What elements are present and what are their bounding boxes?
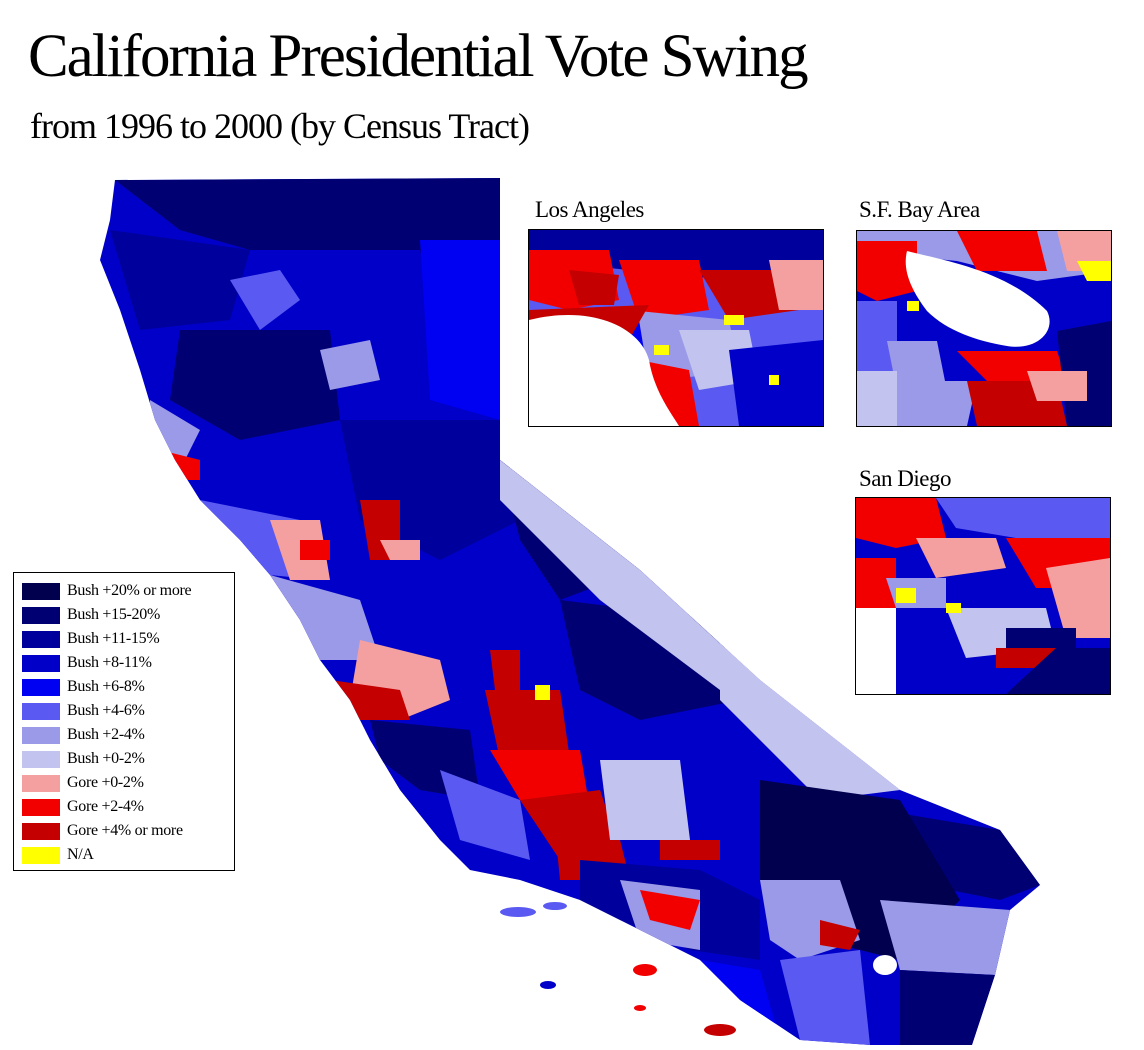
legend-item: Bush +15-20% xyxy=(22,603,234,627)
legend-label: N/A xyxy=(67,846,94,863)
legend-item: Bush +6-8% xyxy=(22,675,234,699)
inset-label-sf-bay-area: S.F. Bay Area xyxy=(859,197,980,222)
legend-swatch xyxy=(22,774,60,792)
map-title: California Presidential Vote Swing xyxy=(28,23,809,90)
legend-swatch xyxy=(22,702,60,720)
legend: Bush +20% or more Bush +15-20% Bush +11-… xyxy=(13,572,235,871)
legend-item: Bush +11-15% xyxy=(22,627,234,651)
legend-swatch xyxy=(22,630,60,648)
inset-label-los-angeles: Los Angeles xyxy=(535,197,644,222)
legend-label: Bush +2-4% xyxy=(67,726,145,743)
legend-item: Bush +4-6% xyxy=(22,699,234,723)
legend-item: Gore +4% or more xyxy=(22,819,234,843)
inset-sf-bay-area xyxy=(856,230,1112,427)
legend-label: Bush +8-11% xyxy=(67,654,152,671)
map-subtitle: from 1996 to 2000 (by Census Tract) xyxy=(30,106,530,146)
legend-label: Bush +6-8% xyxy=(67,678,145,695)
legend-item: N/A xyxy=(22,843,234,867)
legend-swatch xyxy=(22,582,60,600)
legend-swatch xyxy=(22,798,60,816)
legend-item: Bush +0-2% xyxy=(22,747,234,771)
legend-swatch xyxy=(22,846,60,864)
inset-los-angeles xyxy=(528,229,824,427)
legend-swatch xyxy=(22,678,60,696)
legend-label: Gore +0-2% xyxy=(67,774,144,791)
inset-san-diego xyxy=(855,497,1111,695)
legend-item: Bush +20% or more xyxy=(22,579,234,603)
legend-item: Bush +8-11% xyxy=(22,651,234,675)
legend-swatch xyxy=(22,750,60,768)
legend-label: Gore +4% or more xyxy=(67,822,183,839)
inset-label-san-diego: San Diego xyxy=(859,466,951,491)
legend-swatch xyxy=(22,822,60,840)
legend-label: Bush +4-6% xyxy=(67,702,145,719)
legend-item: Gore +2-4% xyxy=(22,795,234,819)
legend-label: Bush +11-15% xyxy=(67,630,160,647)
legend-item: Gore +0-2% xyxy=(22,771,234,795)
legend-label: Bush +20% or more xyxy=(67,582,192,599)
legend-label: Bush +15-20% xyxy=(67,606,160,623)
legend-label: Bush +0-2% xyxy=(67,750,145,767)
legend-swatch xyxy=(22,606,60,624)
legend-label: Gore +2-4% xyxy=(67,798,144,815)
legend-swatch xyxy=(22,726,60,744)
legend-item: Bush +2-4% xyxy=(22,723,234,747)
legend-swatch xyxy=(22,654,60,672)
